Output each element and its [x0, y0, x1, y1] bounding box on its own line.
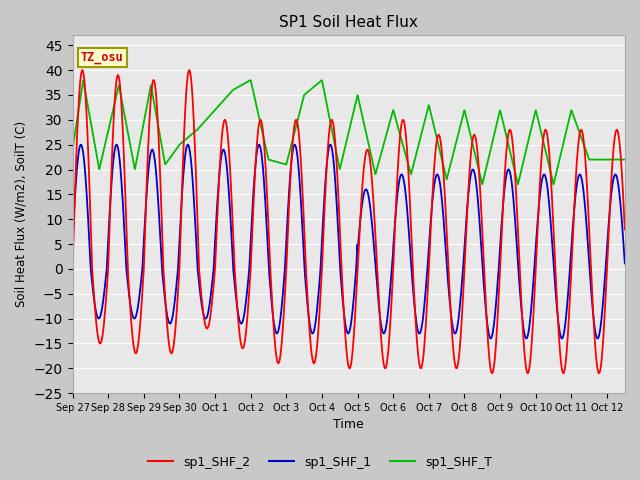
- sp1_SHF_2: [97, 340, 104, 346]
- sp1_SHF_2: [323, 163, 330, 169]
- sp1_SHF_2: [504, 133, 512, 139]
- sp1_SHF_2: [621, 227, 628, 233]
- sp1_SHF_T: [621, 156, 628, 162]
- sp1_SHF_1: [605, 212, 613, 218]
- sp1_SHF_1: [97, 312, 104, 318]
- sp1_SHF_2: [68, 266, 76, 272]
- sp1_SHF_1: [337, 281, 345, 287]
- sp1_SHF_2: [185, 67, 193, 73]
- sp1_SHF_1: [326, 142, 334, 147]
- sp1_SHF_T: [504, 139, 511, 144]
- sp1_SHF_T: [68, 147, 76, 153]
- Text: TZ_osu: TZ_osu: [81, 51, 124, 64]
- sp1_SHF_T: [323, 101, 330, 107]
- sp1_SHF_1: [594, 336, 602, 341]
- sp1_SHF_1: [621, 261, 628, 266]
- sp1_SHF_T: [97, 160, 104, 166]
- sp1_SHF_2: [605, 221, 613, 227]
- sp1_SHF_T: [550, 181, 557, 187]
- Line: sp1_SHF_1: sp1_SHF_1: [72, 144, 625, 338]
- Title: SP1 Soil Heat Flux: SP1 Soil Heat Flux: [279, 15, 418, 30]
- sp1_SHF_1: [323, 165, 330, 171]
- sp1_SHF_1: [605, 216, 613, 222]
- sp1_SHF_1: [68, 238, 76, 244]
- X-axis label: Time: Time: [333, 419, 364, 432]
- sp1_SHF_T: [605, 156, 613, 162]
- sp1_SHF_T: [605, 156, 613, 162]
- sp1_SHF_2: [605, 215, 613, 221]
- sp1_SHF_2: [488, 371, 496, 376]
- sp1_SHF_2: [337, 261, 345, 267]
- sp1_SHF_T: [337, 160, 345, 166]
- sp1_SHF_T: [246, 77, 254, 83]
- Line: sp1_SHF_2: sp1_SHF_2: [72, 70, 625, 373]
- Legend: sp1_SHF_2, sp1_SHF_1, sp1_SHF_T: sp1_SHF_2, sp1_SHF_1, sp1_SHF_T: [143, 451, 497, 474]
- sp1_SHF_1: [504, 168, 511, 173]
- Line: sp1_SHF_T: sp1_SHF_T: [72, 80, 625, 184]
- Y-axis label: Soil Heat Flux (W/m2), SoilT (C): Soil Heat Flux (W/m2), SoilT (C): [15, 121, 28, 307]
